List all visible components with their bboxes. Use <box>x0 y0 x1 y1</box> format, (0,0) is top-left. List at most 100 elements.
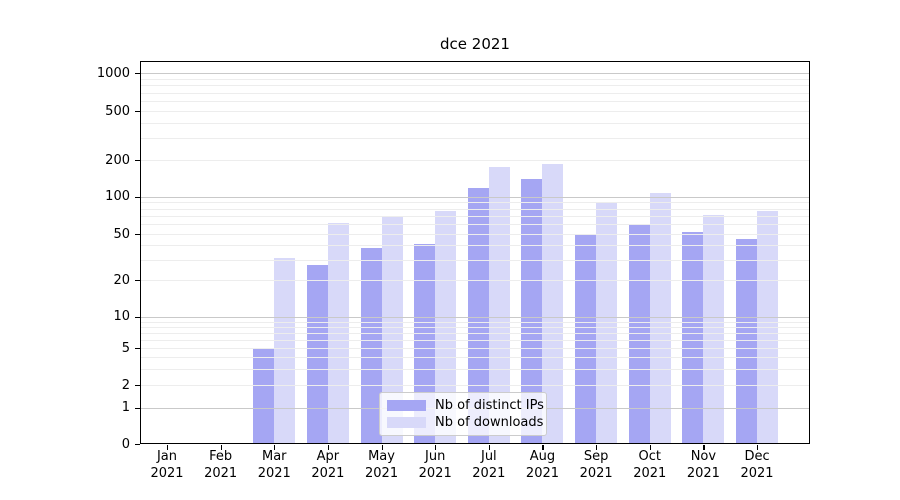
x-tick-label-month: Dec <box>744 449 770 464</box>
x-tick <box>488 445 491 450</box>
x-tick-label-year: 2021 <box>257 465 291 481</box>
x-tick-label: Jan 2021 <box>135 449 199 482</box>
x-tick <box>381 445 383 450</box>
x-tick-label-month: Mar <box>262 449 287 464</box>
bar-distinct-ips-may-2021 <box>360 247 382 445</box>
x-tick-label-month: Jul <box>480 449 497 464</box>
bar-downloads-aug-2021 <box>542 163 564 445</box>
x-tick <box>703 445 705 450</box>
x-tick-label-year: 2021 <box>472 465 506 481</box>
x-tick-label: Sep 2021 <box>564 449 628 482</box>
gridline-minor <box>141 111 809 112</box>
y-tick-label: 100 <box>105 189 130 205</box>
gridline-minor <box>141 224 809 226</box>
gridline-minor <box>141 368 809 370</box>
x-tick <box>220 445 222 450</box>
gridline-minor <box>141 339 809 341</box>
y-tick-label: 1 <box>121 400 130 416</box>
bar-distinct-ips-oct-2021 <box>628 224 650 445</box>
bar-downloads-jul-2021 <box>488 166 510 445</box>
gridline-minor <box>141 138 809 140</box>
gridline-minor <box>141 122 809 124</box>
x-tick-label-year: 2021 <box>365 465 399 481</box>
x-tick-label: Nov 2021 <box>671 449 735 482</box>
y-tick <box>135 280 140 282</box>
x-tick-label-year: 2021 <box>525 465 560 481</box>
y-tick-label: 2 <box>121 377 130 393</box>
legend-item-downloads: Nb of downloads <box>387 415 543 430</box>
bar-downloads-nov-2021 <box>703 215 725 445</box>
x-tick-label-year: 2021 <box>150 465 184 481</box>
legend-label-downloads: Nb of downloads <box>435 415 544 430</box>
gridline-minor <box>141 332 809 334</box>
bar-distinct-ips-mar-2021 <box>253 348 275 445</box>
gridline-major <box>141 73 809 75</box>
x-tick <box>167 445 169 450</box>
y-tick <box>135 73 140 75</box>
legend: Nb of distinct IPs Nb of downloads <box>379 392 547 436</box>
gridline-minor <box>141 348 809 350</box>
y-tick <box>135 385 140 387</box>
gridline-minor <box>141 79 809 81</box>
x-tick-label: Mar 2021 <box>242 449 306 482</box>
x-tick-label: Jul 2021 <box>457 449 521 482</box>
y-tick-label: 20 <box>113 272 130 288</box>
x-tick-label-month: Sep <box>583 449 609 464</box>
x-tick-label: Dec 2021 <box>725 449 789 482</box>
bar-downloads-jun-2021 <box>435 211 457 445</box>
legend-swatch-distinct-ips <box>387 400 426 411</box>
bar-distinct-ips-jul-2021 <box>467 187 489 445</box>
gridline-minor <box>141 234 809 235</box>
gridline-minor <box>141 85 809 87</box>
y-tick-label: 1000 <box>96 65 130 81</box>
x-tick-label: Jun 2021 <box>403 449 467 482</box>
bar-distinct-ips-dec-2021 <box>736 239 758 445</box>
x-tick-label-year: 2021 <box>686 465 720 481</box>
x-tick <box>542 445 544 450</box>
y-tick <box>135 316 140 318</box>
x-tick <box>757 445 759 450</box>
x-tick-label-month: May <box>368 449 395 464</box>
bar-downloads-sep-2021 <box>596 201 618 445</box>
y-tick <box>135 196 140 198</box>
legend-label-distinct-ips: Nb of distinct IPs <box>435 398 544 413</box>
bar-distinct-ips-sep-2021 <box>575 234 597 445</box>
bar-downloads-may-2021 <box>381 216 403 445</box>
gridline-minor <box>141 321 809 323</box>
y-tick <box>135 444 140 446</box>
y-tick <box>135 348 140 350</box>
gridline-minor <box>141 202 809 204</box>
x-tick-label: Apr 2021 <box>296 449 360 482</box>
y-tick-label: 0 <box>121 436 130 452</box>
y-tick <box>135 160 140 162</box>
x-tick-label: Oct 2021 <box>618 449 682 482</box>
gridline-minor <box>141 357 809 359</box>
y-tick-label: 50 <box>113 226 130 242</box>
y-tick-label: 200 <box>105 152 130 168</box>
bar-downloads-mar-2021 <box>274 257 296 445</box>
x-tick-label-year: 2021 <box>579 465 613 481</box>
x-tick-label-month: Feb <box>209 449 233 464</box>
x-tick <box>327 445 330 450</box>
gridline-minor <box>141 259 809 261</box>
bar-downloads-oct-2021 <box>649 192 671 445</box>
x-tick <box>435 445 437 450</box>
x-tick-label-year: 2021 <box>418 465 452 481</box>
x-tick-label-month: Jun <box>425 449 446 464</box>
x-tick-label-year: 2021 <box>311 465 345 481</box>
gridline-minor <box>141 101 809 103</box>
x-tick-label-month: Aug <box>529 449 556 464</box>
y-tick <box>135 111 140 113</box>
bar-distinct-ips-apr-2021 <box>306 264 328 445</box>
legend-item-distinct-ips: Nb of distinct IPs <box>387 398 544 413</box>
bar-downloads-dec-2021 <box>757 211 779 445</box>
bar-distinct-ips-nov-2021 <box>682 231 704 445</box>
x-tick <box>649 445 651 450</box>
x-tick-label-year: 2021 <box>204 465 238 481</box>
y-tick <box>135 234 140 236</box>
gridline-minor <box>141 385 809 386</box>
x-tick-label: Aug 2021 <box>510 449 574 482</box>
x-tick-label-month: Apr <box>316 449 340 464</box>
